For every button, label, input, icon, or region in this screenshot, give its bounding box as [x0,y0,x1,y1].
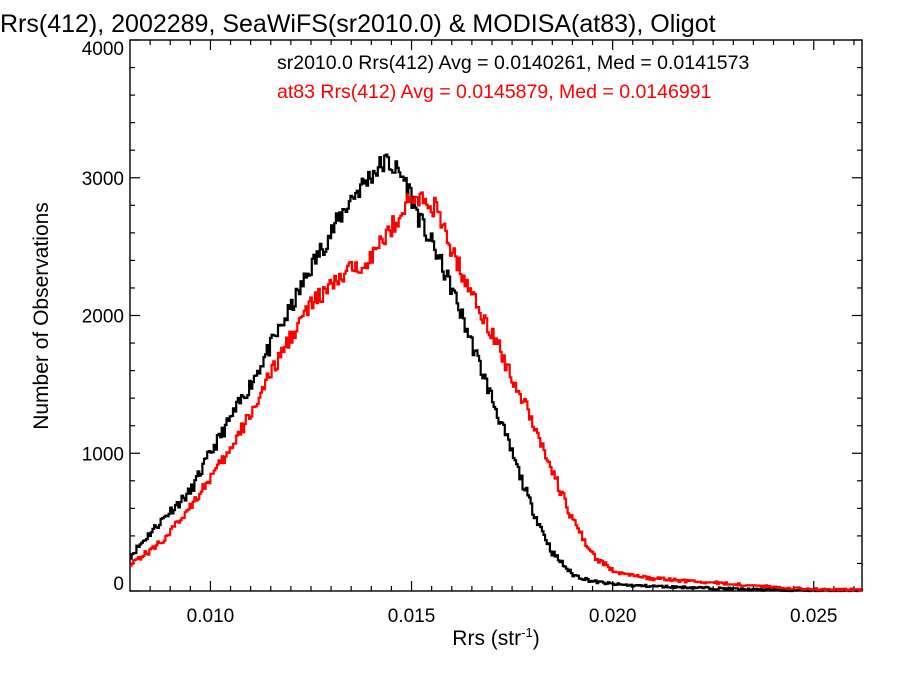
legend-entry-at83: at83 Rrs(412) Avg = 0.0145879, Med = 0.0… [277,81,711,103]
series-layer [130,153,864,593]
x-tick-labels: 0.010 0.015 0.020 0.025 [187,606,838,627]
x-tick-label: 0.025 [790,606,838,627]
x-tick-label: 0.010 [187,606,235,627]
y-axis-label: Number of Observations [30,202,53,430]
x-tick-label: 0.020 [589,606,637,627]
series-line-at83 [130,191,864,592]
y-tick-label: 0 [113,574,124,595]
y-tick-label: 2000 [82,307,124,328]
y-tick-labels: 0 1000 2000 3000 4000 [82,39,124,595]
x-tick-label: 0.015 [388,606,436,627]
legend-entry-sr2010: sr2010.0 Rrs(412) Avg = 0.0140261, Med =… [277,52,749,74]
axis-ticks [130,39,862,592]
plot-frame [129,39,863,592]
y-tick-label: 1000 [82,444,124,465]
series-line-sr2010-0 [130,153,864,593]
y-tick-label: 4000 [82,39,124,60]
chart-title: Rrs(412), 2002289, SeaWiFS(sr2010.0) & M… [0,10,716,38]
x-axis-label: Rrs (str-1) [452,625,539,650]
y-tick-label: 3000 [82,169,124,190]
